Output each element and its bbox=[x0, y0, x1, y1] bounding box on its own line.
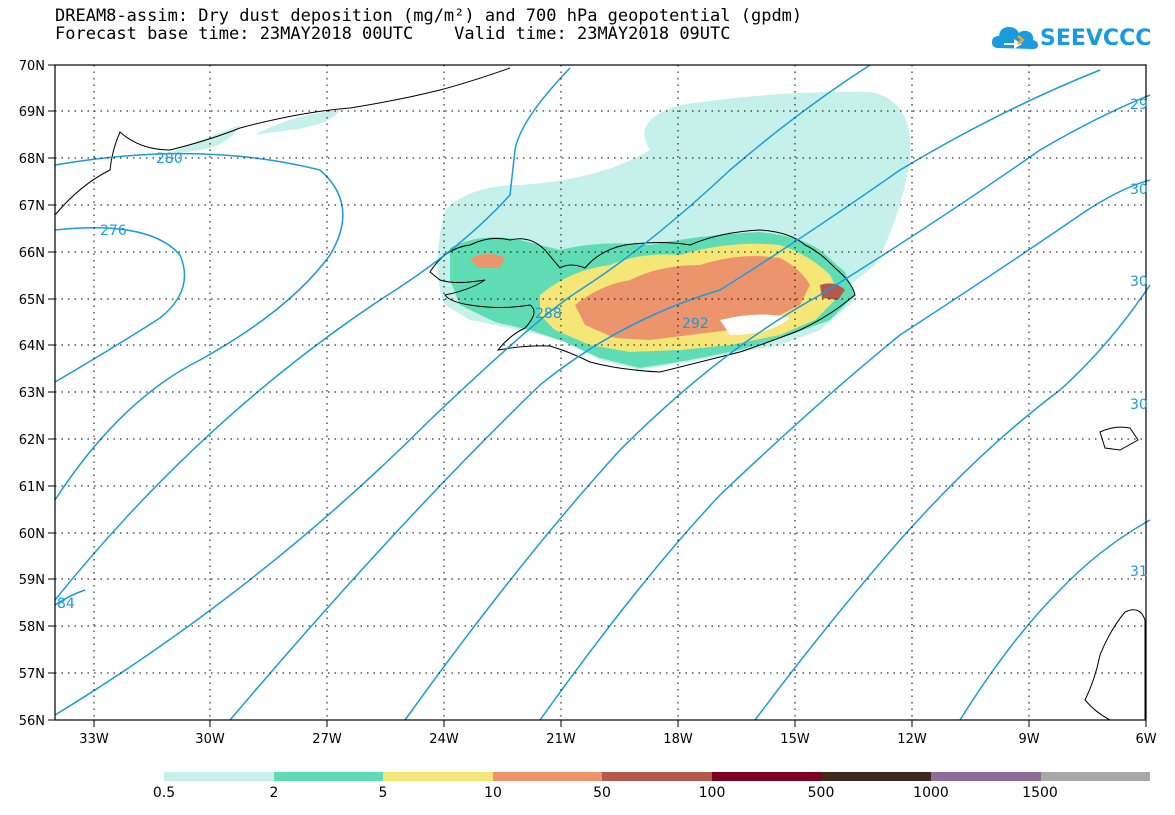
lon-label: 27W bbox=[312, 732, 342, 747]
legend-label: 50 bbox=[593, 785, 611, 801]
contour-label: 29 bbox=[1130, 97, 1148, 113]
contour-label: 31 bbox=[1130, 564, 1148, 580]
cloud-icon bbox=[992, 27, 1038, 49]
legend-swatch bbox=[602, 772, 712, 781]
lat-label: 61N bbox=[19, 480, 45, 495]
lat-label: 60N bbox=[19, 527, 45, 542]
contour-label: 84 bbox=[57, 596, 75, 612]
legend-label: 1500 bbox=[1022, 785, 1058, 801]
lon-label: 12W bbox=[897, 732, 927, 747]
lat-label: 67N bbox=[19, 199, 45, 214]
lon-label: 6W bbox=[1135, 732, 1156, 747]
coastlines bbox=[54, 67, 1146, 721]
legend-swatch bbox=[492, 772, 603, 781]
legend-label: 2 bbox=[269, 785, 279, 801]
legend-label: 0.5 bbox=[152, 785, 176, 801]
lat-label: 65N bbox=[19, 293, 45, 308]
lon-label: 30W bbox=[195, 732, 225, 747]
legend-swatch bbox=[383, 772, 493, 781]
faroe-coast bbox=[1099, 426, 1139, 451]
graticule bbox=[55, 65, 1146, 720]
lat-label: 68N bbox=[19, 152, 45, 167]
lat-label: 56N bbox=[19, 714, 45, 729]
contour-labels: 280 276 288 292 29 30 30 30 31 84 bbox=[57, 97, 1148, 612]
lat-label: 59N bbox=[19, 573, 45, 588]
legend-label: 5 bbox=[378, 785, 388, 801]
iceland-coast bbox=[429, 229, 856, 373]
legend-label: 100 bbox=[698, 785, 726, 801]
lat-label: 66N bbox=[19, 246, 45, 261]
legend-swatch bbox=[821, 772, 931, 781]
seevccc-logo: SEEVCCC bbox=[990, 18, 1151, 58]
lon-label: 21W bbox=[546, 732, 576, 747]
lat-label: 64N bbox=[19, 339, 45, 354]
contour-label: 30 bbox=[1130, 274, 1148, 290]
scotland-coast bbox=[1084, 609, 1146, 721]
map-title: DREAM8-assim: Dry dust deposition (mg/m²… bbox=[55, 6, 803, 26]
contour-label: 280 bbox=[156, 151, 183, 167]
lon-label: 33W bbox=[79, 732, 109, 747]
lon-label: 15W bbox=[780, 732, 810, 747]
lat-label: 69N bbox=[19, 105, 45, 120]
axis-ticks bbox=[48, 64, 1147, 727]
legend-swatch bbox=[711, 772, 822, 781]
logo-text: SEEVCCC bbox=[1040, 26, 1152, 51]
lat-label: 63N bbox=[19, 386, 45, 401]
contour-label: 30 bbox=[1130, 397, 1148, 413]
legend-swatch bbox=[1040, 772, 1151, 781]
lon-label: 18W bbox=[663, 732, 693, 747]
color-legend bbox=[164, 772, 1151, 781]
latitude-labels: 70N 69N 68N 67N 66N 65N 64N 63N 62N 61N … bbox=[19, 59, 45, 729]
dust-deposition-field bbox=[165, 91, 911, 370]
contour-label: 30 bbox=[1130, 182, 1148, 198]
legend-swatch bbox=[164, 772, 274, 781]
geopotential-contours bbox=[54, 64, 1151, 721]
lat-label: 57N bbox=[19, 667, 45, 682]
longitude-labels: 33W 30W 27W 24W 21W 18W 15W 12W 9W 6W bbox=[79, 732, 1156, 747]
contour-label: 276 bbox=[100, 223, 127, 239]
contour-label: 288 bbox=[535, 306, 562, 322]
legend-label: 10 bbox=[484, 785, 502, 801]
map-subtitle: Forecast base time: 23MAY2018 00UTC Vali… bbox=[55, 24, 731, 44]
lat-label: 58N bbox=[19, 620, 45, 635]
lon-label: 9W bbox=[1018, 732, 1039, 747]
contour-label: 292 bbox=[682, 316, 709, 332]
lat-label: 62N bbox=[19, 433, 45, 448]
legend-swatch bbox=[930, 772, 1041, 781]
lat-label: 70N bbox=[19, 59, 45, 74]
greenland-coast bbox=[54, 67, 511, 216]
legend-swatch bbox=[273, 772, 384, 781]
legend-label: 1000 bbox=[913, 785, 949, 801]
lon-label: 24W bbox=[429, 732, 459, 747]
legend-label: 500 bbox=[807, 785, 835, 801]
